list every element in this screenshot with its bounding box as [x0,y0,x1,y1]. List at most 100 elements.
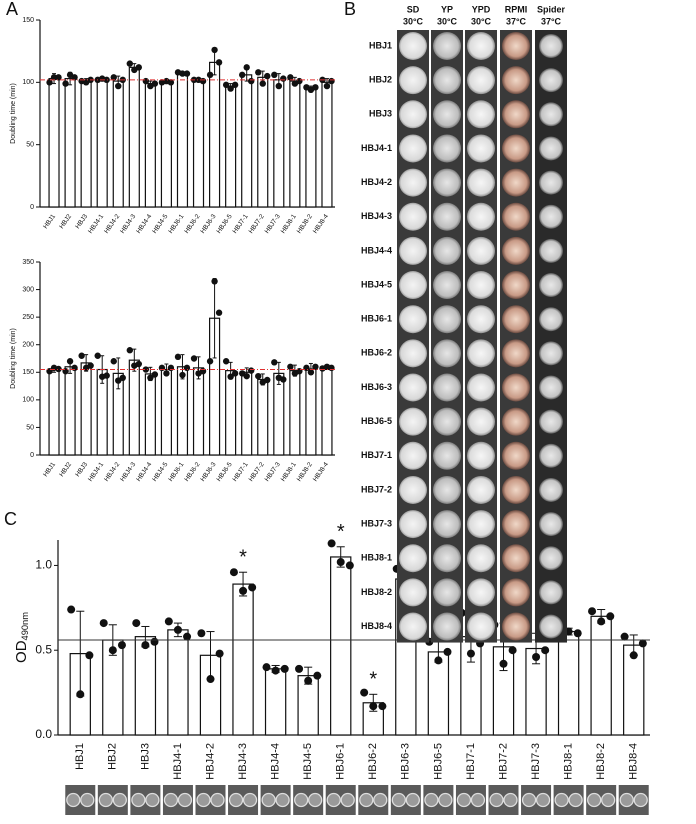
data-point [588,607,597,616]
data-point [126,60,134,67]
colony [539,443,563,468]
colony [502,202,530,231]
data-point [50,74,58,81]
data-point [183,70,191,77]
colony [467,305,495,334]
colony [502,236,530,265]
bar [321,367,333,456]
column-header: YP [441,4,453,14]
data-point [264,72,271,80]
data-point [255,372,262,380]
data-point [62,367,69,375]
data-point [179,70,186,77]
colony [467,271,495,300]
well [405,792,420,808]
colony [467,339,495,368]
well [568,792,583,808]
data-point [206,675,215,684]
y-axis-label-sub: 490nm [20,612,30,641]
well [242,792,258,808]
colony [502,578,530,607]
data-point [247,367,255,374]
colony [433,339,461,368]
x-tick-label: HBJ7-2 [497,743,509,780]
data-point [296,77,303,85]
row-label: HBJ4-2 [361,177,392,187]
data-point [174,353,182,361]
significance-star: * [239,546,247,568]
data-point [323,82,331,90]
column-header: Spider [537,4,566,14]
x-tick-label: HBJ4-1 [172,743,184,780]
well [196,792,211,808]
data-point [287,74,294,81]
data-point [71,74,78,81]
bar [273,372,285,456]
bar [257,378,269,456]
bar [557,630,580,736]
colony [399,578,427,607]
well [391,792,406,808]
bar [48,368,60,456]
data-point [87,362,94,369]
colony [539,546,563,571]
colony [539,477,563,502]
data-point [211,278,218,285]
colony [539,273,563,298]
data-point [222,81,230,89]
y-tick-label: 1.0 [35,558,52,572]
x-tick-label: HBJ6-2 [367,743,379,780]
bar [128,66,140,208]
colony [399,202,427,231]
bar [305,368,317,456]
row-label: HBJ7-3 [361,518,392,528]
x-tick-label: HBJ2 [107,743,119,770]
colony [539,512,563,537]
well [340,792,355,808]
well [98,792,113,808]
well [601,792,616,808]
row-label: HBJ4-5 [361,279,392,289]
data-point [231,370,239,377]
colony [539,204,563,229]
data-point [227,373,234,380]
data-point [247,77,255,85]
bar [160,81,172,208]
data-point [499,659,508,668]
x-tick-label: HBJ7-3 [530,743,542,780]
x-tick-label: HBJ8-4 [628,743,640,780]
colony [467,100,495,129]
bar [176,366,189,456]
well [587,792,602,808]
data-point [345,561,354,570]
data-point [275,82,283,90]
data-point [280,376,287,383]
data-point [307,369,315,376]
bar [305,87,317,208]
data-point [197,629,206,638]
panel-label: A [6,0,18,19]
data-point [151,371,159,378]
row-label: HBJ3 [369,109,392,119]
data-point [313,671,322,680]
data-point [295,664,304,673]
data-point [132,619,141,628]
data-point [378,702,387,711]
bar [192,79,205,208]
colony [539,580,563,605]
data-point [55,74,62,81]
colony [502,271,530,300]
colony [539,170,563,195]
plate-column [500,30,532,643]
well [619,792,634,808]
column-header: YPD [472,4,491,14]
data-point [271,359,278,366]
data-point [271,666,280,675]
x-tick-label: HBJ6-3 [400,743,412,780]
bar [112,80,124,208]
well [456,792,472,808]
well [145,792,160,808]
x-tick-label: HBJ3 [139,743,151,770]
data-point [606,612,615,621]
well [373,792,388,808]
